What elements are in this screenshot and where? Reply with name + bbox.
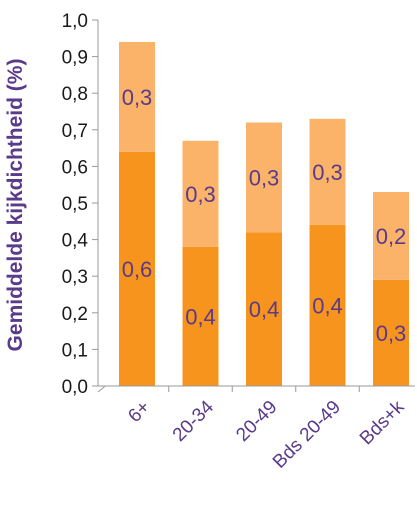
bar-segment	[119, 151, 155, 386]
y-tick-label: 0,0	[62, 377, 88, 398]
y-tick-label: 0,1	[62, 340, 88, 361]
data-labels: 0,6 0,3 0,4 0,3 0,4 0,3 0,4 0,3 0,3 0,2	[122, 85, 407, 346]
y-tick-label: 0,7	[62, 121, 88, 142]
x-tick-label: 20-49	[232, 397, 281, 446]
bars	[119, 41, 409, 386]
data-label: 0,4	[249, 297, 280, 322]
y-tick-label: 0,5	[62, 194, 88, 215]
x-tick-label: Bds+k	[356, 396, 409, 449]
y-tick-label: 0,8	[62, 84, 88, 105]
bar-segment	[373, 279, 409, 386]
data-label: 0,3	[249, 165, 280, 190]
data-label: 0,3	[312, 160, 343, 185]
bar-segment	[373, 192, 409, 280]
x-tick-label: 6+	[124, 397, 154, 427]
y-tick-label: 0,9	[62, 48, 88, 69]
y-tick-label: 0,4	[62, 231, 89, 252]
y-tick-label: 1,0	[62, 11, 88, 32]
bar-segment	[246, 232, 282, 386]
data-label: 0,2	[376, 224, 407, 249]
data-label: 0,3	[185, 182, 216, 207]
x-tick-label: Bds 20-49	[269, 397, 345, 473]
bar-segment	[309, 118, 346, 225]
bar-segment	[182, 140, 219, 247]
bar-segment	[119, 41, 155, 152]
x-tick	[97, 385, 106, 393]
bar-segment	[182, 246, 219, 386]
x-tick-label: 20-34	[169, 396, 219, 446]
y-tick-label: 0,2	[62, 304, 88, 325]
data-label: 0,4	[185, 304, 216, 329]
data-label: 0,3	[122, 85, 153, 110]
bar-segment	[246, 122, 282, 233]
y-tick-label: 0,6	[62, 157, 88, 178]
y-axis: 0,0 0,1 0,2 0,3 0,4 0,5 0,6 0,7 0,8 0,9 1,0	[62, 11, 99, 398]
data-label: 0,6	[122, 257, 153, 282]
y-tick-label: 0,3	[62, 267, 88, 288]
y-axis-label: Gemiddelde kijkdichtheid (%)	[4, 59, 27, 352]
bar-segment	[309, 224, 346, 386]
data-label: 0,4	[312, 293, 343, 318]
data-label: 0,3	[376, 321, 407, 346]
